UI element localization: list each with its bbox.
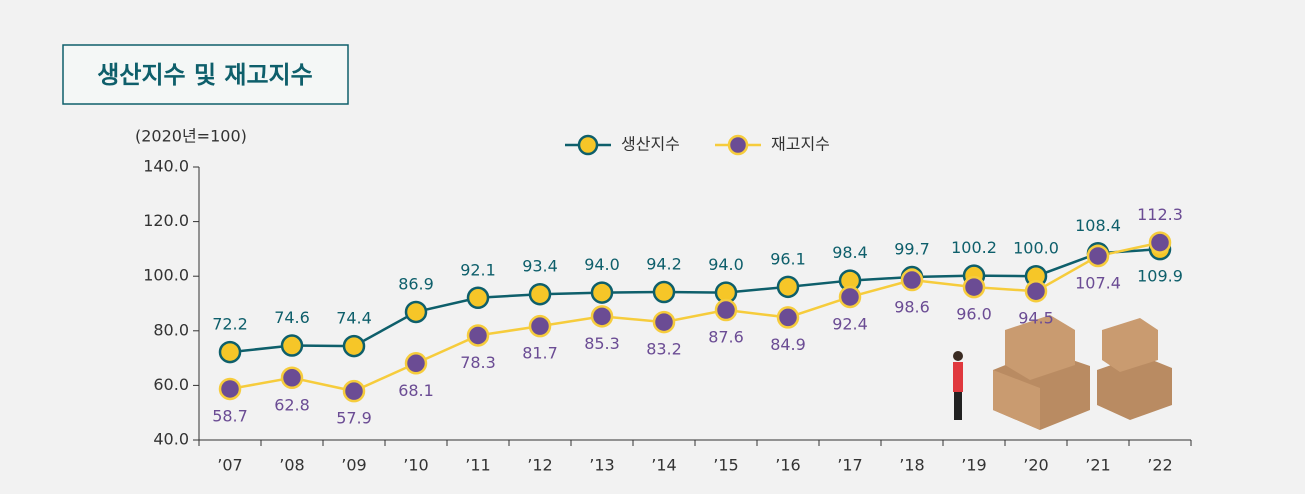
y-tick-label: 60.0 bbox=[153, 375, 189, 394]
value-label: 100.0 bbox=[1013, 239, 1059, 258]
value-label: 86.9 bbox=[398, 274, 434, 293]
x-tick-label: ’14 bbox=[651, 456, 676, 475]
x-tick-label: ’21 bbox=[1085, 456, 1110, 475]
illustration bbox=[953, 315, 1172, 430]
point bbox=[902, 270, 922, 290]
point bbox=[716, 300, 736, 320]
x-tick-label: ’22 bbox=[1147, 456, 1172, 475]
value-label: 98.6 bbox=[894, 298, 930, 317]
value-label: 72.2 bbox=[212, 315, 248, 334]
value-label: 68.1 bbox=[398, 381, 434, 400]
value-label: 94.2 bbox=[646, 255, 682, 274]
value-label: 99.7 bbox=[894, 240, 930, 259]
x-tick-label: ’08 bbox=[279, 456, 304, 475]
value-label: 74.6 bbox=[274, 308, 310, 327]
point bbox=[592, 306, 612, 326]
x-tick-label: ’09 bbox=[341, 456, 366, 475]
point bbox=[530, 284, 550, 304]
value-label: 94.0 bbox=[708, 255, 744, 274]
point bbox=[530, 316, 550, 336]
value-label: 92.1 bbox=[460, 260, 496, 279]
value-label: 78.3 bbox=[460, 353, 496, 372]
legend-marker bbox=[579, 136, 597, 154]
point bbox=[592, 283, 612, 303]
point bbox=[406, 353, 426, 373]
x-tick-label: ’13 bbox=[589, 456, 614, 475]
value-label: 62.8 bbox=[274, 395, 310, 414]
x-tick-label: ’20 bbox=[1023, 456, 1048, 475]
value-label: 112.3 bbox=[1137, 205, 1183, 224]
chart-title: 생산지수 및 재고지수 bbox=[97, 61, 312, 89]
x-tick-label: ’10 bbox=[403, 456, 428, 475]
point bbox=[344, 336, 364, 356]
point bbox=[220, 379, 240, 399]
x-tick-label: ’18 bbox=[899, 456, 924, 475]
value-label: 107.4 bbox=[1075, 273, 1121, 292]
x-tick-label: ’19 bbox=[961, 456, 986, 475]
value-label: 84.9 bbox=[770, 335, 806, 354]
unit-label: (2020년=100) bbox=[135, 127, 247, 146]
point bbox=[406, 302, 426, 322]
y-tick-label: 100.0 bbox=[143, 266, 189, 285]
value-label: 57.9 bbox=[336, 409, 372, 428]
point bbox=[1088, 246, 1108, 266]
x-tick-label: ’12 bbox=[527, 456, 552, 475]
point bbox=[468, 288, 488, 308]
y-tick-label: 80.0 bbox=[153, 320, 189, 339]
point bbox=[1026, 281, 1046, 301]
value-label: 96.1 bbox=[770, 249, 806, 268]
point bbox=[282, 368, 302, 388]
legend-marker bbox=[729, 136, 747, 154]
x-tick-label: ’07 bbox=[217, 456, 242, 475]
point bbox=[1150, 233, 1170, 253]
value-label: 94.0 bbox=[584, 255, 620, 274]
point bbox=[344, 381, 364, 401]
value-label: 81.7 bbox=[522, 344, 558, 363]
point bbox=[282, 336, 302, 356]
value-label: 96.0 bbox=[956, 305, 992, 324]
y-tick-label: 140.0 bbox=[143, 157, 189, 176]
y-tick-label: 120.0 bbox=[143, 211, 189, 230]
value-label: 58.7 bbox=[212, 406, 248, 425]
page: 생산지수 및 재고지수 (2020년=100) 40.0 60.0 80.0 100.… bbox=[0, 0, 1305, 494]
value-label: 108.4 bbox=[1075, 216, 1121, 235]
legend-label: 재고지수 bbox=[771, 135, 830, 154]
value-label: 83.2 bbox=[646, 340, 682, 359]
point bbox=[778, 307, 798, 327]
point bbox=[840, 287, 860, 307]
value-label: 94.5 bbox=[1018, 309, 1054, 328]
value-label: 85.3 bbox=[584, 334, 620, 353]
legend-label: 생산지수 bbox=[621, 135, 680, 154]
x-tick-label: ’15 bbox=[713, 456, 738, 475]
point bbox=[964, 277, 984, 297]
chart: 생산지수 및 재고지수 (2020년=100) 40.0 60.0 80.0 100.… bbox=[0, 0, 1305, 494]
x-tick-label: ’16 bbox=[775, 456, 800, 475]
y-tick-label: 40.0 bbox=[153, 430, 189, 449]
value-label: 74.4 bbox=[336, 309, 372, 328]
x-tick-label: ’11 bbox=[465, 456, 490, 475]
value-label: 98.4 bbox=[832, 243, 868, 262]
point bbox=[778, 277, 798, 297]
value-label: 93.4 bbox=[522, 257, 558, 276]
point bbox=[654, 312, 674, 332]
value-label: 100.2 bbox=[951, 238, 997, 257]
x-tick-label: ’17 bbox=[837, 456, 862, 475]
value-label: 92.4 bbox=[832, 314, 868, 333]
point bbox=[654, 282, 674, 302]
value-label: 87.6 bbox=[708, 328, 744, 347]
value-label: 109.9 bbox=[1137, 267, 1183, 286]
point bbox=[220, 342, 240, 362]
point bbox=[468, 325, 488, 345]
